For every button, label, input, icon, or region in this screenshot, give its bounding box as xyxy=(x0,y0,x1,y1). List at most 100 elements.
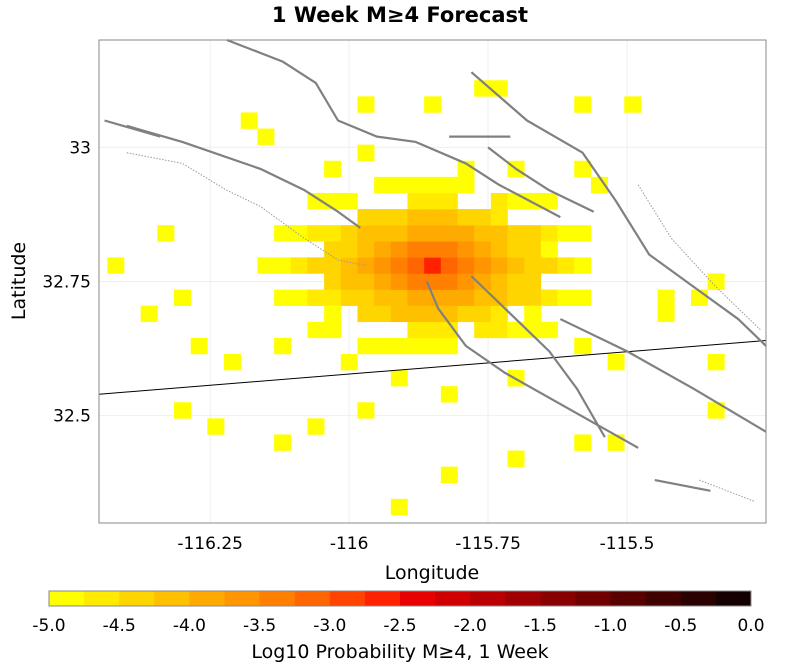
heatmap-cell xyxy=(607,353,625,371)
heatmap-cell xyxy=(474,209,492,226)
colorbar-tick-label: -2.0 xyxy=(454,616,487,636)
heatmap-cell xyxy=(407,176,425,194)
heatmap-cell xyxy=(557,257,575,274)
heatmap-cell xyxy=(407,273,425,290)
colorbar-tick-label: -2.5 xyxy=(383,616,416,636)
fault-outline xyxy=(637,184,761,331)
heatmap-cell xyxy=(357,241,375,258)
heatmap-cell xyxy=(374,209,392,226)
heatmap-cell xyxy=(357,289,375,306)
heatmap-cell xyxy=(440,209,458,226)
heatmap-cell xyxy=(490,241,508,258)
heatmap-cell xyxy=(324,321,342,339)
heatmap-cell xyxy=(324,273,342,290)
fault-outline xyxy=(126,152,366,266)
heatmap-cell xyxy=(374,273,392,290)
heatmap-cell xyxy=(440,321,458,339)
heatmap-cell xyxy=(707,402,725,419)
fault-line xyxy=(126,124,361,229)
heatmap-cell xyxy=(490,80,508,97)
heatmap-cell xyxy=(324,257,342,274)
colorbar-swatch xyxy=(400,591,436,606)
heatmap-cell xyxy=(440,337,458,355)
x-axis-label: Longitude xyxy=(385,562,480,584)
heatmap-cell xyxy=(457,225,475,242)
heatmap-cell xyxy=(390,305,408,323)
x-tick-label: -116 xyxy=(330,534,369,554)
heatmap-cell xyxy=(574,96,592,113)
heatmap-cell xyxy=(490,321,508,339)
heatmap-cell xyxy=(507,192,525,210)
border-line xyxy=(98,340,767,395)
heatmap-cell xyxy=(257,257,275,274)
heatmap-cell xyxy=(424,337,442,355)
heatmap-cell xyxy=(340,289,358,306)
chart-title: 1 Week M≥4 Forecast xyxy=(272,3,528,27)
colorbar-frame xyxy=(48,590,752,607)
heatmap-cell xyxy=(324,305,342,323)
heatmap-cell xyxy=(140,305,158,323)
heatmap-cell xyxy=(257,128,275,145)
heatmap-cell xyxy=(390,209,408,226)
heatmap-cell xyxy=(340,225,358,242)
colorbar-swatch xyxy=(540,591,576,606)
heatmap-cell xyxy=(340,241,358,258)
x-tick-label: -115.5 xyxy=(600,534,655,554)
heatmap-cell xyxy=(474,289,492,306)
heatmap-cell xyxy=(440,257,458,274)
heatmap-cell xyxy=(324,160,342,178)
heatmap-cell xyxy=(440,289,458,306)
plot-frame xyxy=(98,39,767,524)
x-tick-label: -115.75 xyxy=(455,534,521,554)
colorbar-swatch xyxy=(610,591,647,606)
heatmap-cell xyxy=(457,273,475,290)
heatmap-cell xyxy=(357,337,375,355)
heatmap-cell xyxy=(324,289,342,306)
heatmap-cell xyxy=(474,273,492,290)
heatmap-cell xyxy=(507,225,525,242)
colorbar-tick-label: 0.0 xyxy=(737,616,764,636)
heatmap-cell xyxy=(540,289,558,306)
colorbar-swatch xyxy=(575,591,611,606)
heatmap-cell xyxy=(407,289,425,306)
heatmap-cell xyxy=(307,192,325,210)
heatmap-cell xyxy=(307,225,325,242)
colorbar-tick-label: -4.0 xyxy=(173,616,206,636)
heatmap-cell xyxy=(457,176,475,194)
colorbar xyxy=(48,590,752,607)
heatmap-cell xyxy=(407,209,425,226)
heatmap-cell xyxy=(440,192,458,210)
heatmap-cell xyxy=(574,337,592,355)
heatmap-cell xyxy=(424,305,442,323)
x-tick-label: -116.25 xyxy=(177,534,243,554)
heatmap-cell xyxy=(524,241,542,258)
heatmap-cell xyxy=(324,241,342,258)
heatmap-cell xyxy=(474,257,492,274)
heatmap-cell xyxy=(190,337,208,355)
heatmap-cell xyxy=(624,96,642,113)
heatmap-cell xyxy=(357,225,375,242)
heatmap-cell xyxy=(474,305,492,323)
heatmap-cell xyxy=(540,241,558,258)
heatmap-cell xyxy=(424,176,442,194)
heatmap-cell xyxy=(440,466,458,484)
heatmap-cell xyxy=(390,370,408,387)
heatmap-cell xyxy=(340,192,358,210)
heatmap-cell xyxy=(174,402,192,419)
colorbar-swatch xyxy=(470,591,506,606)
heatmap-cell xyxy=(440,273,458,290)
fault-line xyxy=(470,71,767,347)
heatmap-cell xyxy=(407,305,425,323)
heatmap-cell xyxy=(307,418,325,435)
heatmap-cell xyxy=(407,241,425,258)
heatmap-cell xyxy=(490,257,508,274)
heatmap-cell xyxy=(357,209,375,226)
colorbar-swatch xyxy=(435,591,471,606)
heatmap-cell xyxy=(574,160,592,178)
colorbar-swatch xyxy=(294,591,331,606)
heatmap-cell xyxy=(390,241,408,258)
y-tick-label: 32.5 xyxy=(53,407,91,427)
heatmap-cell xyxy=(557,225,575,242)
x-ticks: -116.25 -116 -115.75 -115.5 xyxy=(177,534,654,554)
colorbar-tick-label: -4.5 xyxy=(103,616,136,636)
